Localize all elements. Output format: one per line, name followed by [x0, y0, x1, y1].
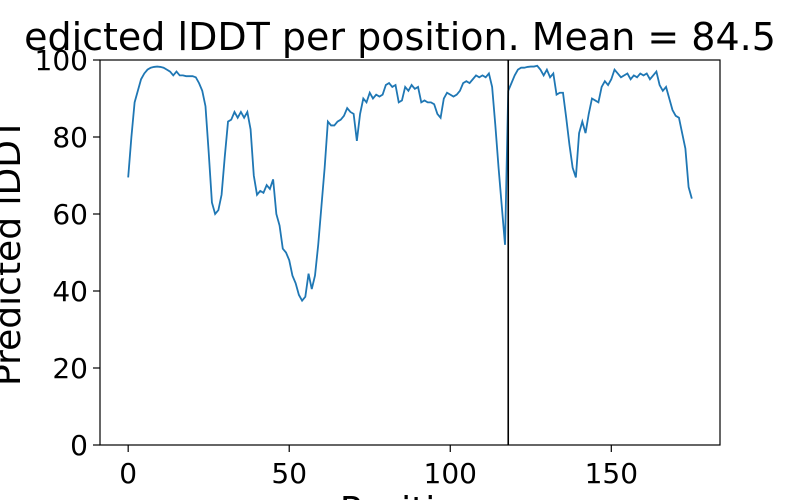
y-axis-label: Predicted lDDT — [0, 117, 29, 386]
x-tick-label: 100 — [424, 457, 477, 490]
y-tick-label: 60 — [52, 198, 88, 231]
y-tick-label: 20 — [52, 352, 88, 385]
data-line — [127, 64, 693, 303]
y-tick-label: 100 — [35, 44, 88, 77]
axes-frame — [99, 59, 721, 446]
x-tick-label: 50 — [271, 457, 307, 490]
x-axis-label: Position — [340, 490, 480, 500]
y-tick-label: 40 — [52, 275, 88, 308]
x-tick-label: 150 — [585, 457, 638, 490]
chart-title: edicted lDDT per position. Mean = 84.5 — [24, 15, 776, 59]
y-tick-label: 0 — [70, 429, 88, 462]
x-tick-label: 0 — [119, 457, 137, 490]
y-tick-label: 80 — [52, 121, 88, 154]
